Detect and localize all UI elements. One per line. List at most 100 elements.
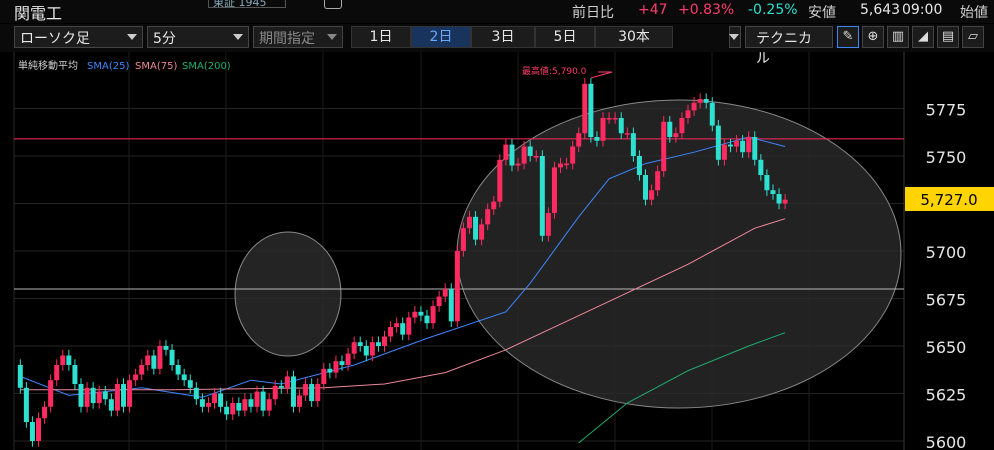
alert-bell-icon[interactable] <box>324 0 342 9</box>
candle <box>339 355 345 371</box>
stock-code: 1945 <box>238 0 267 9</box>
candle-body <box>199 399 205 407</box>
candle-body <box>382 336 387 346</box>
candle-body <box>145 355 151 365</box>
range-more-select[interactable] <box>729 26 741 48</box>
candle <box>84 382 90 413</box>
candle-body <box>527 146 533 156</box>
range-tab-1d[interactable]: 1日 <box>351 26 411 48</box>
candle <box>460 222 466 257</box>
high-annotation: 最高値:5,790.0 <box>522 65 613 79</box>
candle <box>418 306 424 322</box>
candle-body <box>551 167 557 213</box>
candle-body <box>187 380 193 388</box>
candle-body <box>594 137 600 141</box>
ellipse-large[interactable] <box>456 99 902 409</box>
candle-body <box>740 140 746 153</box>
range-tab-5d[interactable]: 5日 <box>535 26 595 48</box>
chart-type-select[interactable]: ローソク足 <box>14 26 143 48</box>
candle-body <box>42 406 48 419</box>
ellipse-small[interactable] <box>234 231 342 357</box>
candle-body <box>212 393 218 403</box>
candle-body <box>133 374 139 381</box>
candle <box>315 378 321 407</box>
candle <box>321 363 327 390</box>
candle <box>521 140 527 170</box>
candle <box>551 161 557 219</box>
candle <box>120 378 126 413</box>
draw-pen-icon[interactable]: ✎ <box>837 26 859 48</box>
chevron-down-icon <box>327 34 337 40</box>
candle <box>199 393 205 413</box>
candle <box>752 131 758 166</box>
candle-body <box>734 140 740 147</box>
candle-body <box>661 121 667 172</box>
price-chart[interactable]: 56005625565056755700572557505775 単純移動平均 … <box>0 52 994 450</box>
candle-body <box>400 323 406 335</box>
candle <box>485 203 491 231</box>
y-tick-label: 5675 <box>926 291 967 310</box>
candle <box>193 382 199 405</box>
candle-body <box>533 156 539 158</box>
candle-body <box>752 137 758 160</box>
range-tab-3d[interactable]: 3日 <box>471 26 535 48</box>
period-select[interactable]: 期間指定 <box>253 26 343 48</box>
candle <box>758 154 764 181</box>
sma-line-sma25 <box>20 136 786 398</box>
candle-body <box>23 387 29 422</box>
range-tabs: 1日 2日 3日 5日 30本 <box>351 26 673 48</box>
area-chart-icon[interactable]: ◢ <box>912 26 934 48</box>
candle-body <box>746 137 752 153</box>
candle-body <box>491 201 497 210</box>
candle <box>643 169 649 206</box>
candle-body <box>758 159 764 175</box>
candle-body <box>466 216 472 229</box>
candle-body <box>60 355 66 365</box>
candle-body <box>424 315 430 324</box>
candle <box>29 416 35 447</box>
candle-body <box>412 311 418 318</box>
candle <box>266 393 272 417</box>
candle-body <box>727 144 733 147</box>
candle-body <box>643 175 649 200</box>
market-badge: 東証 1945 <box>208 0 286 9</box>
candle <box>303 378 309 402</box>
candle <box>630 127 636 162</box>
candle <box>284 370 290 394</box>
sma-line-sma200 <box>578 332 786 444</box>
folder-icon[interactable]: ▱ <box>962 26 984 48</box>
candle <box>260 385 266 417</box>
candle-body <box>114 384 120 411</box>
candle <box>564 157 570 170</box>
candle <box>48 374 54 413</box>
zoom-icon[interactable]: ⊕ <box>862 26 884 48</box>
candle-body <box>290 376 296 407</box>
interval-select[interactable]: 5分 <box>147 26 249 48</box>
candle <box>382 330 387 352</box>
chart-type-value: ローソク足 <box>20 31 90 47</box>
candle <box>145 349 151 371</box>
candle-body <box>479 224 485 240</box>
candle <box>649 184 655 206</box>
candle-body <box>618 118 624 134</box>
range-tab-2d[interactable]: 2日 <box>411 26 471 48</box>
candle-body <box>473 216 479 240</box>
candle <box>163 340 169 356</box>
candle <box>102 385 108 405</box>
candle-body <box>649 190 655 200</box>
candle-body <box>436 296 442 307</box>
candle-body <box>66 355 72 365</box>
candle-body <box>84 387 90 407</box>
candle <box>394 317 400 333</box>
range-tab-30bars[interactable]: 30本 <box>595 26 673 48</box>
candle <box>454 245 460 327</box>
candle-body <box>369 342 375 356</box>
candle-body <box>48 380 54 407</box>
save-icon[interactable]: ▤ <box>937 26 959 48</box>
candle-body <box>157 346 163 369</box>
candle-body <box>406 317 412 335</box>
volume-bars-icon[interactable]: ▥ <box>887 26 909 48</box>
technical-button[interactable]: テクニカル <box>745 26 833 67</box>
candle-body <box>685 110 691 118</box>
high-annotation-leader <box>590 71 613 79</box>
